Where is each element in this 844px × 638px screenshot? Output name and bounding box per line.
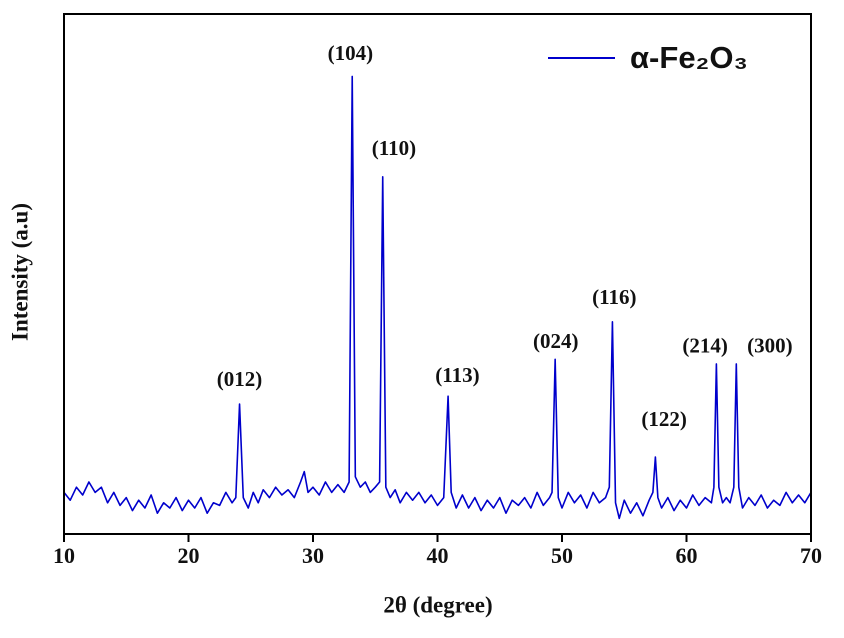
x-tick-label: 40: [427, 543, 449, 568]
peak-label: (024): [533, 329, 579, 353]
legend-label: α-Fe₂O₃: [630, 40, 748, 75]
x-tick-label: 10: [53, 543, 75, 568]
x-tick-label: 20: [178, 543, 200, 568]
peak-label: (113): [435, 363, 479, 387]
peak-label: (300): [747, 334, 793, 358]
x-tick-label: 30: [302, 543, 324, 568]
data-line: [63, 75, 812, 520]
y-axis-label: Intensity (a.u): [7, 203, 32, 341]
x-tick-label: 60: [676, 543, 698, 568]
plot-frame: [63, 13, 812, 535]
x-axis-label: 2θ (degree): [383, 592, 492, 617]
peak-label: (104): [328, 41, 374, 65]
peak-label: (116): [592, 285, 636, 309]
peak-label: (214): [682, 334, 728, 358]
x-tick-label: 50: [551, 543, 573, 568]
peak-label: (122): [641, 407, 687, 431]
peak-label: (012): [217, 367, 263, 391]
x-tick-label: 70: [800, 543, 822, 568]
peak-label: (110): [372, 136, 416, 160]
